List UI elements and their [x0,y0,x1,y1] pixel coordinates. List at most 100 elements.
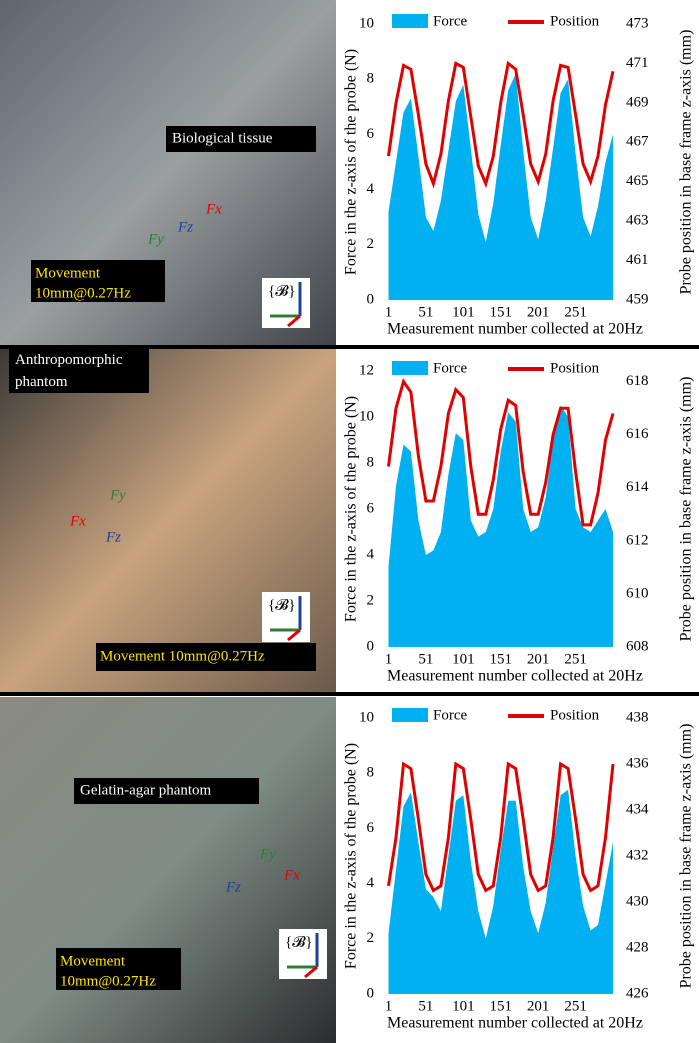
legend-label: Force [433,707,467,723]
page: Biological tissue Movement 10mm@0.27Hz {𝓑} F… [0,0,699,1043]
figure: Biological tissue Movement 10mm@0.27Hz {𝓑} F… [0,0,699,1043]
movement-label: 10mm@0.27Hz [60,973,156,989]
force-label: Fz [105,529,121,545]
x-tick-label: 201 [527,998,550,1014]
y-tick-label: 8 [367,71,375,87]
y-tick-label: 6 [367,500,375,516]
x-tick-label: 1 [385,998,393,1014]
force-label: Fy [259,846,276,862]
separator [0,692,699,696]
force-label: Fx [69,513,86,529]
x-tick-label: 151 [489,304,512,320]
y2-tick-label: 434 [626,801,649,817]
x-tick-label: 251 [564,304,587,320]
x-tick-label: 201 [527,651,550,667]
y-tick-label: 4 [367,181,375,197]
y2-tick-label: 612 [626,532,649,548]
y-tick-label: 4 [367,875,375,891]
legend-swatch [392,708,428,722]
annotation: Gelatin-agar phantom [80,782,212,798]
y2-tick-label: 463 [626,213,649,229]
y2-tick-label: 610 [626,585,649,601]
frame-label: {𝓑} [285,934,313,950]
force-label: Fx [205,201,222,217]
y-tick-label: 0 [367,638,375,654]
legend-swatch [392,361,428,375]
movement-label: Movement [60,953,126,969]
x-tick-label: 101 [452,651,475,667]
annotation: Biological tissue [172,130,273,146]
x-tick-label: 201 [527,304,550,320]
y2-tick-label: 465 [626,173,649,189]
y2-tick-label: 426 [626,985,649,1001]
x-tick-label: 1 [385,304,393,320]
y-tick-label: 2 [367,930,375,946]
legend-label: Force [433,360,467,376]
x-tick-label: 151 [489,651,512,667]
x-tick-label: 101 [452,998,475,1014]
force-area [389,406,614,648]
x-tick-label: 251 [564,998,587,1014]
x-axis-title: Measurement number collected at 20Hz [387,321,643,338]
y2-tick-label: 428 [626,939,649,955]
y-tick-label: 12 [359,362,374,378]
movement-label: 10mm@0.27Hz [35,285,131,301]
x-axis-title: Measurement number collected at 20Hz [387,668,643,685]
force-label: Fz [225,879,241,895]
y2-axis-title: Probe position in base frame z-axis (mm) [678,724,695,989]
y-tick-label: 0 [367,985,375,1001]
y2-tick-label: 459 [626,291,649,307]
y-tick-label: 2 [367,592,375,608]
y2-tick-label: 438 [626,709,649,725]
y2-tick-label: 614 [626,479,649,495]
y-tick-label: 4 [367,546,375,562]
y-tick-label: 6 [367,126,375,142]
y2-tick-label: 461 [626,252,649,268]
y2-tick-label: 436 [626,755,649,771]
y2-tick-label: 616 [626,426,649,442]
force-label: Fz [177,219,193,235]
x-tick-label: 1 [385,651,393,667]
y2-axis-title: Probe position in base frame z-axis (mm) [678,377,695,642]
legend-label: Force [433,13,467,29]
x-tick-label: 51 [418,304,433,320]
y-tick-label: 6 [367,820,375,836]
y-axis-title: Force in the z-axis of the probe (N) [343,743,360,969]
frame-label: {𝓑} [268,597,296,613]
x-tick-label: 51 [418,998,433,1014]
y2-axis-title: Probe position in base frame z-axis (mm) [678,30,695,295]
legend-label: Position [550,13,600,29]
legend-label: Position [550,707,600,723]
legend-swatch [392,14,428,28]
frame-label: {𝓑} [268,283,296,299]
y-tick-label: 10 [359,709,374,725]
y2-tick-label: 432 [626,847,649,863]
y-tick-label: 8 [367,454,375,470]
x-tick-label: 51 [418,651,433,667]
y-tick-label: 10 [359,408,374,424]
y-tick-label: 8 [367,765,375,781]
y2-tick-label: 471 [626,55,649,71]
y2-tick-label: 469 [626,94,649,110]
force-label: Fy [147,231,164,247]
movement-label: Movement 10mm@0.27Hz [100,648,265,664]
x-tick-label: 151 [489,998,512,1014]
y2-tick-label: 608 [626,638,649,654]
movement-label: Movement [35,265,101,281]
x-tick-label: 251 [564,651,587,667]
y2-tick-label: 618 [626,373,649,389]
y2-tick-label: 430 [626,893,649,909]
force-label: Fx [283,867,300,883]
y2-tick-label: 473 [626,15,649,31]
y-tick-label: 0 [367,291,375,307]
y-tick-label: 10 [359,15,374,31]
y-axis-title: Force in the z-axis of the probe (N) [343,49,360,275]
legend-label: Position [550,360,600,376]
y-tick-label: 2 [367,236,375,252]
force-label: Fy [109,487,126,503]
force-area [389,790,614,994]
y2-tick-label: 467 [626,134,649,150]
x-tick-label: 101 [452,304,475,320]
x-axis-title: Measurement number collected at 20Hz [387,1015,643,1032]
y-axis-title: Force in the z-axis of the probe (N) [343,396,360,622]
